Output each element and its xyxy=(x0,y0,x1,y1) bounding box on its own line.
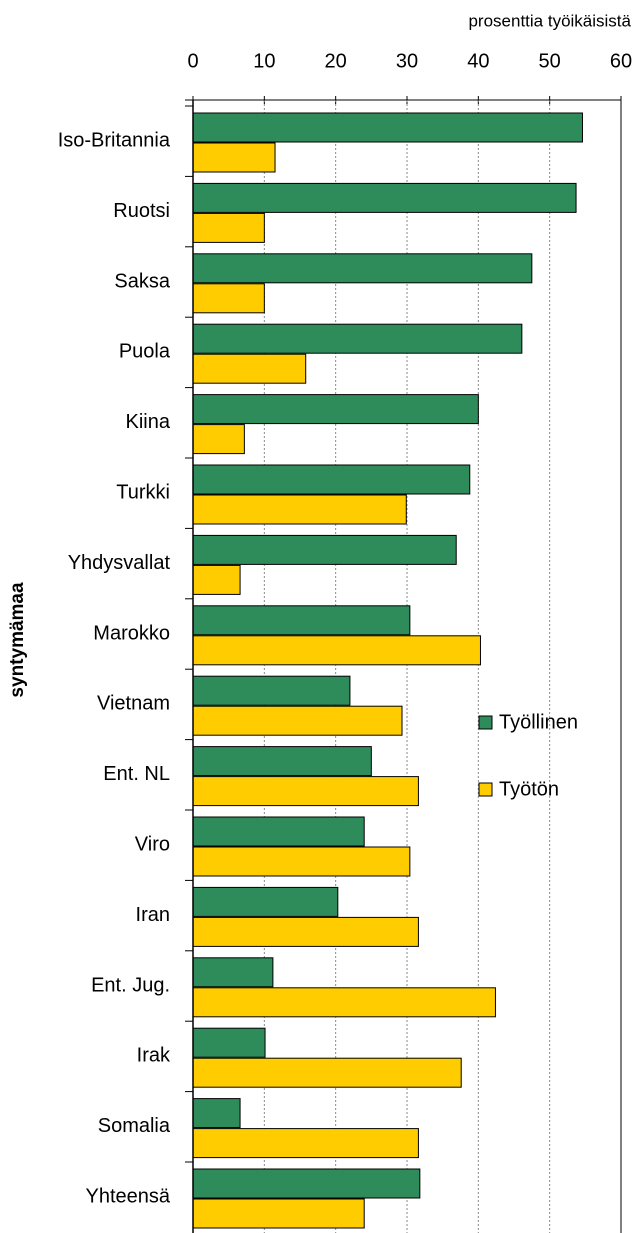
y-axis-label: syntymämaa xyxy=(7,582,28,698)
bar xyxy=(192,816,365,847)
bar xyxy=(192,916,419,947)
bar xyxy=(192,564,241,595)
x-tick-label: 0 xyxy=(187,50,198,72)
y-tick-label: Marokko xyxy=(93,622,170,644)
bar xyxy=(192,1168,421,1199)
x-tick-label: 10 xyxy=(253,50,275,72)
y-tick-label: Vietnam xyxy=(97,693,170,715)
bar xyxy=(192,987,496,1018)
bar xyxy=(192,1098,241,1129)
y-tick-label: Kiina xyxy=(126,411,171,433)
y-tick-label: Ent. NL xyxy=(103,763,170,785)
y-tick-label: Yhdysvallat xyxy=(68,552,171,574)
y-tick-label: Somalia xyxy=(98,1115,171,1137)
bar xyxy=(192,957,274,988)
bar xyxy=(192,705,403,736)
legend-swatch xyxy=(478,715,493,730)
bar xyxy=(192,323,523,354)
bar xyxy=(192,394,479,425)
legend-label: Työllinen xyxy=(499,711,578,733)
y-tick-label: Puola xyxy=(119,341,171,363)
bar xyxy=(192,1057,462,1088)
bar xyxy=(192,112,583,143)
x-tick-label: 60 xyxy=(610,50,632,72)
bar xyxy=(192,675,351,706)
y-tick-label: Irak xyxy=(137,1045,171,1067)
x-tick-label: 40 xyxy=(467,50,489,72)
bar xyxy=(192,1027,266,1058)
bar xyxy=(192,846,411,877)
y-tick-label: Viro xyxy=(135,833,170,855)
bar xyxy=(192,776,419,807)
bar xyxy=(192,886,339,917)
bar xyxy=(192,212,265,243)
bar xyxy=(192,534,457,565)
bar xyxy=(192,142,276,173)
bar xyxy=(192,182,577,213)
bar xyxy=(192,494,407,525)
bar xyxy=(192,605,411,636)
y-tick-label: Turkki xyxy=(116,481,170,503)
bar xyxy=(192,353,307,384)
legend-swatch xyxy=(478,782,493,797)
legend-label: Työtön xyxy=(499,778,559,800)
y-tick-label: Yhteensä xyxy=(85,1185,170,1207)
bar xyxy=(192,283,265,314)
y-tick-label: Iso-Britannia xyxy=(58,129,171,151)
y-tick-label: Ent. Jug. xyxy=(91,974,170,996)
bar xyxy=(192,464,471,495)
bar xyxy=(192,424,245,455)
x-axis-label: prosenttia työikäisistä xyxy=(468,11,631,30)
y-tick-label: Ruotsi xyxy=(113,200,170,222)
y-tick-label: Iran xyxy=(136,904,170,926)
bar xyxy=(192,635,481,666)
y-tick-label: Saksa xyxy=(114,270,170,292)
bar xyxy=(192,1198,365,1229)
bar xyxy=(192,253,533,284)
x-tick-label: 50 xyxy=(539,50,561,72)
x-tick-label: 20 xyxy=(325,50,347,72)
x-tick-label: 30 xyxy=(396,50,418,72)
bar xyxy=(192,746,372,777)
bar xyxy=(192,1128,419,1159)
